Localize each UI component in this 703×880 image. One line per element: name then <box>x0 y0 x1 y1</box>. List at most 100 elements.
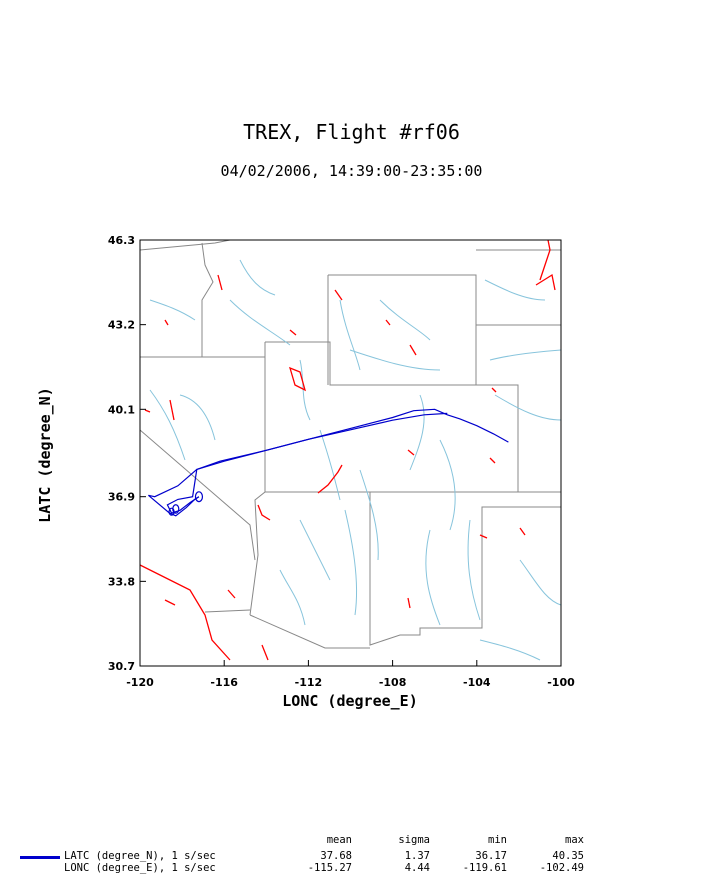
contour-line <box>144 409 151 413</box>
track-loop <box>168 507 175 516</box>
border-line <box>140 240 231 251</box>
y-tick-label: 40.1 <box>108 403 135 416</box>
y-tick-label: 36.9 <box>108 491 135 504</box>
contour-line <box>140 564 231 661</box>
contour-line <box>227 589 236 599</box>
y-axis: 30.7 33.8 36.9 40.1 43.2 46.3 <box>108 234 146 673</box>
y-tick-label: 43.2 <box>108 319 135 332</box>
river-line <box>149 389 186 461</box>
river-line <box>179 394 216 441</box>
border-line <box>370 384 561 493</box>
stats-header-max: max <box>565 834 584 846</box>
river-line <box>484 279 546 301</box>
contour-line <box>407 597 411 609</box>
contour-line <box>479 534 488 539</box>
stats-row: LATC (degree_N), 1 s/sec 37.68 1.37 36.1… <box>0 850 703 862</box>
border-line <box>369 492 561 646</box>
x-tick-label: -100 <box>547 676 575 689</box>
state-borders <box>140 240 561 649</box>
border-line <box>204 609 251 613</box>
river-line <box>379 299 431 341</box>
contour-line <box>257 504 271 521</box>
stats-min: -119.61 <box>462 862 507 874</box>
track-segment-2 <box>148 412 448 517</box>
river-line <box>299 359 311 421</box>
x-axis: -120 -116 -112 -108 -104 -100 <box>126 660 575 689</box>
contour-line <box>261 644 269 661</box>
flight-track <box>148 408 509 517</box>
river-line <box>229 299 291 346</box>
x-tick-label: -112 <box>295 676 323 689</box>
border-line <box>265 341 370 386</box>
stats-header-min: min <box>488 834 507 846</box>
x-tick-label: -108 <box>379 676 407 689</box>
river-line <box>279 569 306 626</box>
river-line <box>489 349 561 361</box>
stats-mean: -115.27 <box>307 862 352 874</box>
contour-line <box>169 399 175 421</box>
border-line <box>201 242 214 357</box>
stats-sigma: 1.37 <box>404 850 430 862</box>
chart-subtitle: 04/02/2006, 14:39:00-23:35:00 <box>220 162 483 180</box>
river-line <box>425 529 441 626</box>
contour-line <box>489 457 496 464</box>
y-tick-label: 46.3 <box>108 234 135 247</box>
rivers <box>149 259 561 661</box>
border-line <box>249 342 266 616</box>
legend-swatch <box>20 856 60 859</box>
river-line <box>149 299 196 321</box>
river-line <box>344 509 358 616</box>
contour-line <box>535 273 556 291</box>
river-line <box>519 559 561 606</box>
contour-line <box>539 240 551 281</box>
x-axis-label: LONC (degree_E) <box>282 692 417 710</box>
stats-header-sigma: sigma <box>398 834 430 846</box>
contour-line <box>317 464 343 494</box>
stats-header-mean: mean <box>326 834 352 846</box>
y-tick-label: 30.7 <box>108 660 135 673</box>
river-line <box>439 439 456 531</box>
x-tick-label: -120 <box>126 676 154 689</box>
river-line <box>359 469 379 561</box>
terrain-contours <box>140 240 556 661</box>
track-loop <box>194 491 204 503</box>
stats-max: 40.35 <box>552 850 584 862</box>
contour-line <box>407 449 415 456</box>
river-line <box>239 259 276 296</box>
map-plot: -120 -116 -112 -108 -104 -100 30.7 33.8 36.9 40.… <box>36 234 575 710</box>
stats-sigma: 4.44 <box>404 862 430 874</box>
x-tick-label: -104 <box>463 676 491 689</box>
contour-line <box>334 289 343 301</box>
river-line <box>319 429 341 501</box>
contour-line <box>289 329 297 336</box>
stats-row-name: LONC (degree_E), 1 s/sec <box>64 862 216 874</box>
chart-title: TREX, Flight #rf06 <box>243 120 460 144</box>
plot-frame <box>139 239 562 667</box>
river-line <box>409 394 425 471</box>
river-line <box>479 639 541 661</box>
contour-line <box>164 319 169 326</box>
y-tick-label: 33.8 <box>108 575 135 588</box>
contour-line <box>217 274 223 291</box>
stats-mean: 37.68 <box>320 850 352 862</box>
border-line <box>140 429 256 561</box>
contour-line <box>409 344 417 356</box>
stats-min: 36.17 <box>475 850 507 862</box>
contour-line <box>491 387 497 393</box>
river-line <box>339 299 361 371</box>
contour-line <box>385 319 391 326</box>
river-line <box>349 349 441 371</box>
stats-max: -102.49 <box>539 862 584 874</box>
stats-header: mean sigma min max <box>0 834 703 846</box>
river-line <box>467 519 481 621</box>
contour-line <box>519 527 526 536</box>
x-tick-label: -116 <box>210 676 238 689</box>
stats-row-name: LATC (degree_N), 1 s/sec <box>64 850 216 862</box>
contour-line <box>288 366 307 392</box>
border-line <box>249 614 370 649</box>
stats-row: LONC (degree_E), 1 s/sec -115.27 4.44 -1… <box>0 862 703 874</box>
river-line <box>299 519 331 581</box>
border-line <box>328 274 477 385</box>
contour-line <box>164 599 176 606</box>
y-axis-label: LATC (degree_N) <box>36 387 54 522</box>
